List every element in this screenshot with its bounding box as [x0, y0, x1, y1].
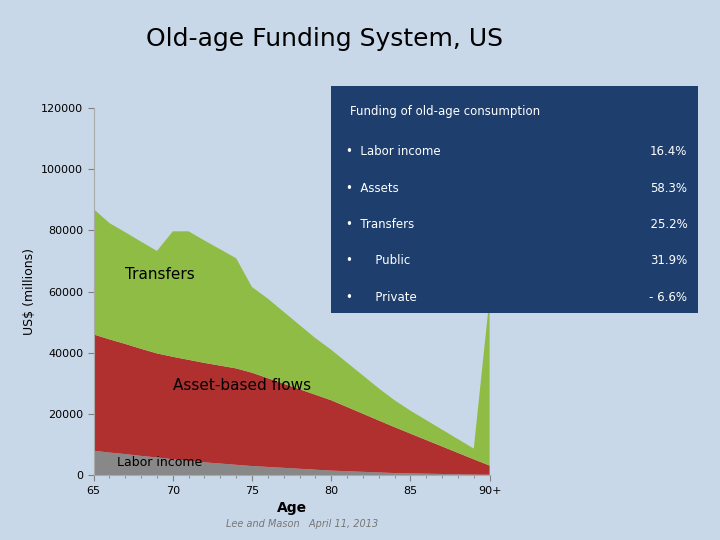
- Text: Labor income: Labor income: [117, 456, 202, 469]
- Text: - 6.6%: - 6.6%: [649, 291, 688, 303]
- Text: •      Private: • Private: [346, 291, 417, 303]
- Text: •  Labor income: • Labor income: [346, 145, 441, 158]
- Text: Lee and Mason   April 11, 2013: Lee and Mason April 11, 2013: [226, 519, 379, 529]
- Text: •  Assets: • Assets: [346, 181, 399, 194]
- Y-axis label: US$ (millions): US$ (millions): [22, 248, 35, 335]
- Text: 58.3%: 58.3%: [650, 181, 688, 194]
- Text: 16.4%: 16.4%: [650, 145, 688, 158]
- Text: Old-age Funding System, US: Old-age Funding System, US: [145, 27, 503, 51]
- Text: 31.9%: 31.9%: [650, 254, 688, 267]
- Text: •  Transfers: • Transfers: [346, 218, 414, 231]
- Text: 25.2%: 25.2%: [643, 218, 688, 231]
- Text: Funding of old-age consumption: Funding of old-age consumption: [350, 105, 540, 118]
- Text: Asset-based flows: Asset-based flows: [173, 377, 311, 393]
- X-axis label: Age: Age: [276, 501, 307, 515]
- Text: Transfers: Transfers: [125, 267, 195, 282]
- Text: •      Public: • Public: [346, 254, 410, 267]
